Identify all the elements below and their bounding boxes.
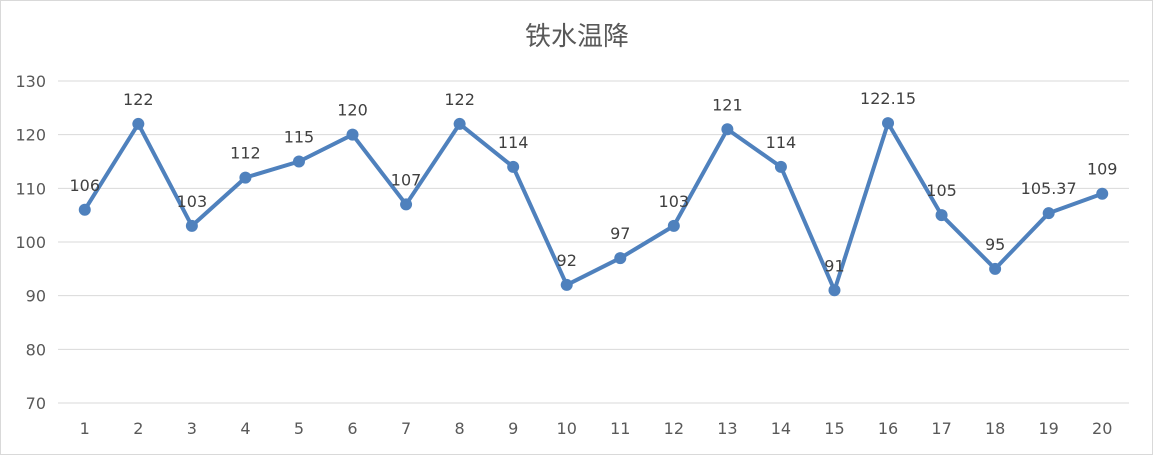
data-point (292, 155, 305, 168)
data-label: 112 (230, 144, 261, 163)
x-tick-label: 2 (133, 419, 143, 438)
data-point (935, 209, 948, 222)
x-tick-label: 12 (664, 419, 684, 438)
x-tick-label: 7 (401, 419, 411, 438)
chart-title: 铁水温降 (525, 22, 629, 52)
x-tick-label: 16 (878, 419, 898, 438)
x-tick-label: 5 (294, 419, 304, 438)
data-point (400, 198, 413, 211)
y-axis-ticks: 70 80 90 100 110 120 130 (15, 72, 46, 413)
x-tick-label: 1 (80, 419, 90, 438)
data-label: 114 (766, 133, 797, 152)
data-label: 109 (1087, 160, 1118, 179)
x-tick-label: 3 (187, 419, 197, 438)
data-label: 121 (712, 95, 743, 114)
y-tick-label: 120 (15, 126, 46, 145)
x-tick-label: 15 (824, 419, 844, 438)
y-tick-label: 90 (26, 287, 46, 306)
data-point (1096, 187, 1109, 200)
data-label: 97 (610, 224, 630, 243)
data-point (774, 160, 787, 173)
data-point (828, 284, 841, 297)
data-point (1042, 207, 1055, 220)
data-point (346, 128, 359, 141)
y-tick-label: 80 (26, 340, 46, 359)
x-tick-label: 14 (771, 419, 791, 438)
x-axis-ticks: 1 2 3 4 5 6 7 8 9 10 11 12 13 14 15 16 17 18 19 20 (80, 419, 1113, 438)
x-tick-label: 4 (240, 419, 250, 438)
data-label: 105 (926, 181, 957, 200)
data-point (453, 117, 466, 130)
series-layer (78, 117, 1109, 297)
data-point (185, 219, 198, 232)
series-line (82, 121, 1105, 293)
data-label: 107 (391, 170, 422, 189)
x-tick-label: 17 (931, 419, 951, 438)
y-tick-label: 100 (15, 233, 46, 252)
data-point (614, 252, 627, 265)
data-label: 103 (177, 192, 208, 211)
data-label: 114 (498, 133, 529, 152)
data-point (239, 171, 252, 184)
data-point (560, 278, 573, 291)
data-label: 95 (985, 235, 1005, 254)
x-tick-label: 10 (557, 419, 577, 438)
data-point (667, 219, 680, 232)
data-point (132, 117, 145, 130)
data-label: 92 (557, 251, 577, 270)
x-tick-label: 9 (508, 419, 518, 438)
data-point (989, 262, 1002, 275)
y-tick-label: 110 (15, 179, 46, 198)
data-point (721, 123, 734, 136)
data-label: 122.15 (860, 89, 916, 108)
data-point (507, 160, 520, 173)
data-label: 105.37 (1021, 179, 1077, 198)
data-label: 122 (444, 90, 475, 109)
data-label: 106 (70, 176, 101, 195)
x-tick-label: 11 (610, 419, 630, 438)
y-tick-label: 130 (15, 72, 46, 91)
x-tick-label: 13 (717, 419, 737, 438)
data-labels: 106 122 103 112 115 120 107 122 114 92 97 103 121 114… (70, 89, 1118, 275)
data-point (78, 203, 91, 216)
y-tick-label: 70 (26, 394, 46, 413)
data-label: 115 (284, 128, 315, 147)
x-tick-label: 18 (985, 419, 1005, 438)
data-label: 91 (824, 256, 844, 275)
data-label: 103 (659, 192, 690, 211)
data-label: 122 (123, 90, 154, 109)
x-tick-label: 20 (1092, 419, 1112, 438)
x-tick-label: 8 (455, 419, 465, 438)
x-tick-label: 6 (347, 419, 357, 438)
data-label: 120 (337, 101, 368, 120)
data-point (882, 117, 895, 130)
x-tick-label: 19 (1038, 419, 1058, 438)
